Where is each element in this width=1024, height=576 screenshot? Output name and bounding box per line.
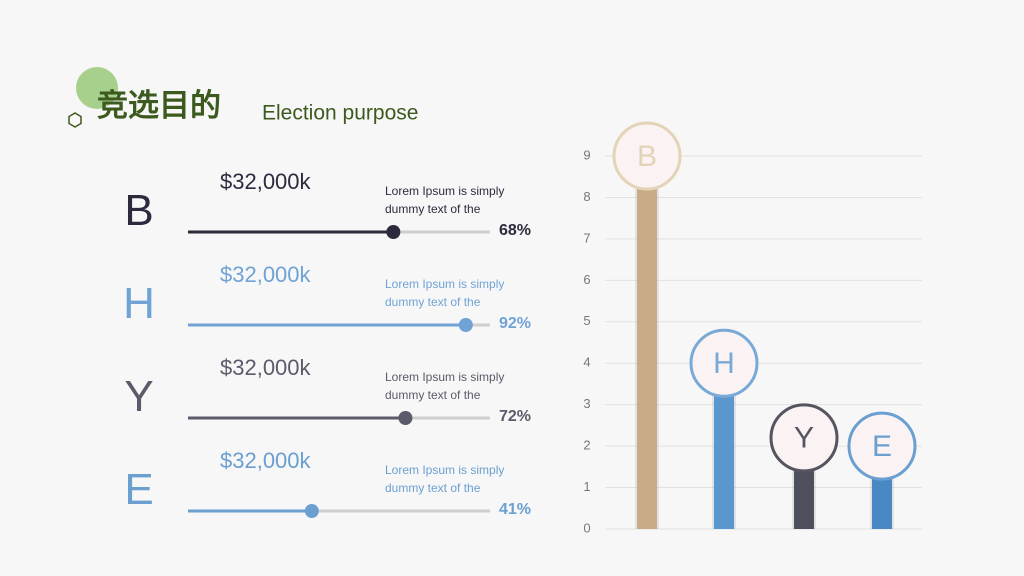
title: 竞选目的 bbox=[97, 88, 221, 123]
row-letter: H bbox=[123, 279, 155, 328]
subtitle: Election purpose bbox=[262, 102, 418, 125]
y-tick-label: 7 bbox=[583, 230, 590, 245]
y-tick-label: 5 bbox=[583, 313, 590, 328]
y-tick-label: 4 bbox=[583, 355, 590, 370]
y-tick-label: 2 bbox=[583, 438, 590, 453]
lollipop-label: H bbox=[713, 347, 735, 380]
row-description: Lorem Ipsum is simply dummy text of the bbox=[385, 463, 505, 495]
row-percent: 68% bbox=[499, 222, 532, 239]
progress-knob bbox=[304, 504, 319, 518]
decor-circle bbox=[76, 67, 118, 109]
row-amount: $32,000k bbox=[220, 262, 311, 287]
row-amount: $32,000k bbox=[220, 448, 311, 473]
row-amount: $32,000k bbox=[220, 169, 311, 194]
row-percent: 92% bbox=[499, 315, 532, 332]
row-letter: B bbox=[124, 186, 154, 235]
lollipop-label: Y bbox=[794, 422, 814, 455]
row-letter: Y bbox=[124, 372, 154, 421]
y-tick-label: 8 bbox=[583, 189, 590, 204]
y-tick-label: 1 bbox=[583, 479, 590, 494]
row-letter: E bbox=[124, 465, 154, 514]
y-tick-label: 9 bbox=[583, 147, 590, 162]
bar bbox=[714, 363, 734, 529]
progress-knob bbox=[458, 318, 473, 332]
row-percent: 72% bbox=[499, 408, 532, 425]
lollipop-head bbox=[769, 403, 839, 473]
y-tick-label: 3 bbox=[583, 396, 590, 411]
lollipop-label: E bbox=[872, 430, 892, 463]
row-percent: 41% bbox=[499, 501, 532, 518]
row-description: Lorem Ipsum is simply dummy text of the bbox=[385, 277, 505, 309]
lollipop-head bbox=[847, 411, 917, 481]
lollipop-head bbox=[689, 328, 759, 398]
row-description: Lorem Ipsum is simply dummy text of the bbox=[385, 184, 505, 216]
decor-hexagon bbox=[68, 112, 82, 128]
progress-knob bbox=[386, 225, 401, 239]
lollipop-head bbox=[612, 121, 682, 191]
lollipop-label: B bbox=[637, 140, 657, 173]
progress-knob bbox=[398, 411, 413, 425]
bar bbox=[637, 156, 657, 529]
row-description: Lorem Ipsum is simply dummy text of the bbox=[385, 370, 505, 402]
row-amount: $32,000k bbox=[220, 355, 311, 380]
y-tick-label: 0 bbox=[583, 520, 590, 535]
y-tick-label: 6 bbox=[583, 272, 590, 287]
